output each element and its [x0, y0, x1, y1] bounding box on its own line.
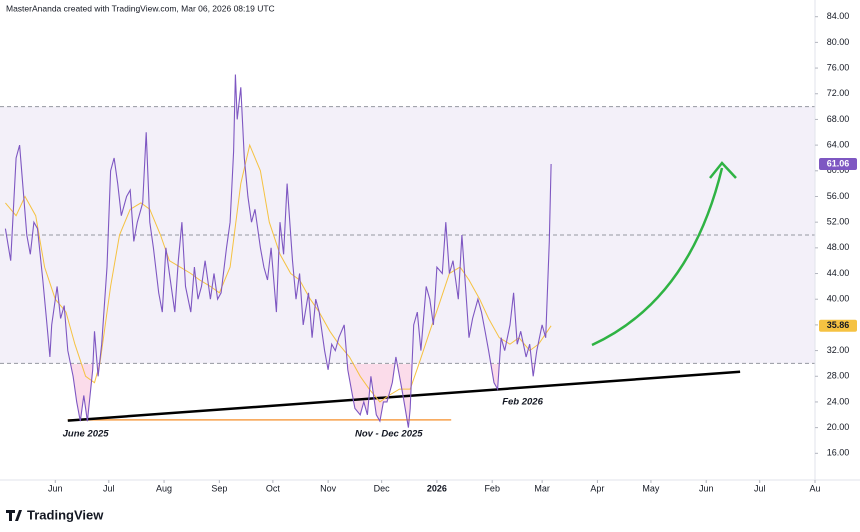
y-tick-label: 32.00 — [827, 345, 850, 355]
y-tick-label: 84.00 — [827, 11, 850, 21]
series-line — [4, 74, 552, 428]
plot — [0, 74, 815, 428]
arrow-head — [709, 161, 737, 179]
trendline — [67, 370, 741, 422]
y-tick-label: 72.00 — [827, 88, 850, 98]
y-tick-label: 60.00 — [827, 165, 850, 175]
x-tick-label: Mar — [534, 483, 550, 493]
y-tick-label: 64.00 — [827, 139, 850, 149]
y-tick-label: 80.00 — [827, 37, 850, 47]
annotation: Nov - Dec 2025 — [355, 429, 423, 440]
x-tick-label: Jul — [103, 483, 115, 493]
x-tick-label: Feb — [484, 483, 500, 493]
y-tick-label: 76.00 — [827, 62, 850, 72]
y-tick-label: 68.00 — [827, 114, 850, 124]
x-tick-label: 2026 — [427, 483, 447, 493]
header: MasterAnanda created with TradingView.co… — [6, 3, 275, 13]
x-tick-label: Jul — [754, 483, 766, 493]
arrow — [591, 167, 724, 347]
y-tick-label: 28.00 — [827, 371, 850, 381]
y-tick-label: 16.00 — [827, 448, 850, 458]
logo: TradingView — [6, 507, 104, 522]
last-value-label: 61.06 — [827, 158, 850, 168]
y-tick-label: 40.00 — [827, 294, 850, 304]
y-tick-label: 52.00 — [827, 217, 850, 227]
logo-text: TradingView — [27, 507, 104, 522]
y-tick-label: 44.00 — [827, 268, 850, 278]
last-value-box — [819, 157, 857, 170]
x-tick-label: Au — [809, 483, 820, 493]
annotation: Feb 2026 — [502, 396, 543, 407]
last-value-label: 35.86 — [827, 320, 850, 330]
x-tick-label: Nov — [320, 483, 337, 493]
y-tick-label: 20.00 — [827, 422, 850, 432]
series-line — [5, 143, 552, 403]
x-tick-label: Jun — [699, 483, 714, 493]
x-tick-label: Apr — [590, 483, 604, 493]
x-tick-label: Dec — [374, 483, 391, 493]
y-tick-label: 48.00 — [827, 242, 850, 252]
last-value-box — [819, 319, 857, 332]
x-tick-label: Aug — [156, 483, 172, 493]
y-tick-label: 56.00 — [827, 191, 850, 201]
x-tick-label: Sep — [211, 483, 227, 493]
y-tick-label: 24.00 — [827, 396, 850, 406]
x-tick-label: Oct — [266, 483, 281, 493]
x-tick-label: May — [642, 483, 660, 493]
x-tick-label: Jun — [48, 483, 63, 493]
annotation: June 2025 — [63, 429, 110, 440]
